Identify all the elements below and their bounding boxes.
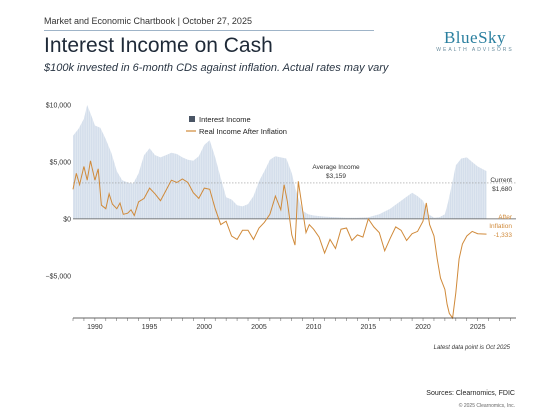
x-tick-label: 2025 — [470, 324, 486, 331]
average-income-value: $3,159 — [326, 173, 346, 180]
x-tick-label: 1995 — [142, 324, 158, 331]
bluesky-logo: BlueSky WEALTH ADVISORS — [430, 28, 520, 53]
sources-note: Sources: Clearnomics, FDIC — [426, 390, 515, 397]
current-label: Current — [490, 177, 512, 184]
y-tick-label: $10,000 — [46, 103, 71, 110]
page-title: Interest Income on Cash — [44, 34, 273, 57]
after-inflation-value: -1,333 — [494, 232, 513, 239]
interest-income-area — [73, 105, 487, 219]
real-income-line — [72, 160, 487, 320]
x-tick-label: 1990 — [87, 324, 103, 331]
chartbook-header: Market and Economic Chartbook | October … — [44, 16, 252, 26]
copyright-note: © 2025 Clearnomics, Inc. — [458, 403, 515, 409]
logo-tagline: WEALTH ADVISORS — [436, 47, 514, 53]
y-tick-label: $5,000 — [50, 159, 72, 166]
logo-wordmark: BlueSky — [443, 28, 507, 47]
header-divider — [44, 30, 374, 31]
x-tick-label: 2005 — [251, 324, 267, 331]
current-value: $1,680 — [492, 186, 512, 193]
legend-real-label: Real Income After Inflation — [199, 127, 287, 136]
page-subtitle: $100k invested in 6-month CDs against in… — [44, 62, 389, 74]
y-tick-label: −$5,000 — [46, 273, 72, 280]
x-tick-label: 2010 — [306, 324, 322, 331]
after-inflation-label-2: Inflation — [489, 223, 512, 230]
x-tick-label: 2015 — [361, 324, 377, 331]
legend-interest-swatch — [189, 116, 195, 122]
after-inflation-label: After — [498, 214, 513, 221]
x-tick-label: 2000 — [196, 324, 212, 331]
legend-interest-label: Interest Income — [199, 115, 251, 124]
x-tick-label: 2020 — [415, 324, 431, 331]
latest-data-note: Latest data point is Oct 2025 — [433, 345, 510, 351]
y-tick-label: $0 — [63, 216, 71, 223]
average-income-label: Average Income — [312, 164, 360, 171]
